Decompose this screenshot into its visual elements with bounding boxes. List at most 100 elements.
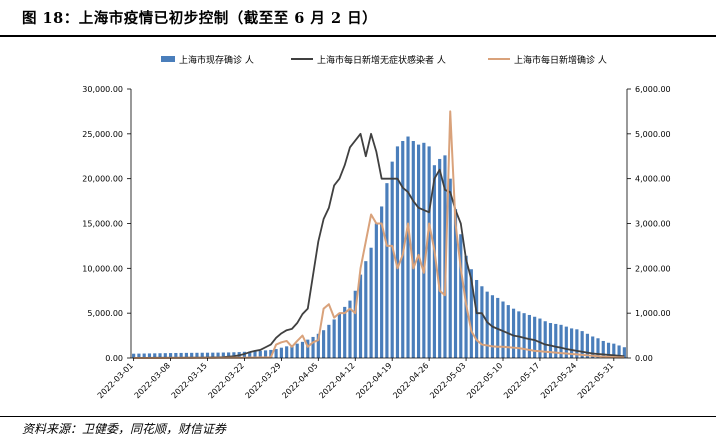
bar-existing-cases bbox=[585, 333, 590, 358]
bar-existing-cases bbox=[570, 328, 574, 358]
bar-existing-cases bbox=[274, 349, 278, 358]
bar-existing-cases bbox=[232, 352, 236, 358]
bar-existing-cases bbox=[511, 308, 516, 358]
bar-existing-cases bbox=[448, 178, 452, 358]
bar-existing-cases bbox=[459, 234, 463, 358]
bar-existing-cases bbox=[543, 321, 547, 358]
bar-existing-cases bbox=[432, 165, 436, 358]
bar-existing-cases bbox=[395, 146, 400, 358]
bar-existing-cases bbox=[242, 351, 247, 358]
bar-existing-cases bbox=[564, 326, 568, 358]
right-tick-label: 0.00 bbox=[635, 354, 653, 363]
x-tick-label: 2022-04-05 bbox=[280, 361, 319, 400]
source-rule bbox=[0, 416, 716, 417]
bar-existing-cases bbox=[559, 324, 563, 358]
bar-existing-cases bbox=[374, 223, 378, 358]
bar-existing-cases bbox=[142, 353, 146, 358]
right-tick-label: 6,000.00 bbox=[635, 85, 671, 94]
bar-existing-cases bbox=[216, 352, 220, 358]
legend-label: 上海市现存确诊 人 bbox=[179, 54, 254, 66]
bar-existing-cases bbox=[522, 313, 526, 358]
bar-existing-cases bbox=[480, 286, 484, 358]
x-tick-label: 2022-03-22 bbox=[207, 361, 246, 400]
x-tick-label: 2022-05-17 bbox=[502, 361, 541, 400]
right-tick-label: 3,000.00 bbox=[635, 220, 671, 229]
bar-existing-cases bbox=[327, 324, 331, 358]
right-tick-label: 4,000.00 bbox=[635, 175, 671, 184]
bar-existing-cases bbox=[279, 347, 283, 358]
legend-label: 上海市每日新增无症状感染者 人 bbox=[317, 54, 446, 66]
bar-existing-cases bbox=[248, 351, 252, 358]
bar-existing-cases bbox=[132, 353, 136, 358]
left-tick-label: 15,000.00 bbox=[82, 220, 123, 229]
bar-existing-cases bbox=[612, 343, 616, 358]
bar-existing-cases bbox=[153, 353, 157, 358]
left-tick-label: 20,000.00 bbox=[82, 175, 123, 184]
right-tick-label: 2,000.00 bbox=[635, 264, 671, 273]
legend-swatch-existing-cases bbox=[161, 56, 175, 62]
bar-existing-cases bbox=[147, 353, 152, 358]
x-tick-label: 2022-03-15 bbox=[170, 361, 209, 400]
x-tick-label: 2022-03-29 bbox=[244, 361, 283, 400]
bar-existing-cases bbox=[364, 261, 368, 358]
figure-source: 资料来源：卫健委，同花顺，财信证券 bbox=[22, 422, 227, 436]
bar-existing-cases bbox=[353, 290, 357, 358]
x-tick-label: 2022-05-24 bbox=[539, 361, 578, 400]
bar-existing-cases bbox=[253, 351, 257, 358]
bar-existing-cases bbox=[348, 300, 352, 358]
bar-existing-cases bbox=[580, 331, 584, 358]
figure-title: 图 18：上海市疫情已初步控制（截至至 6 月 2 日） bbox=[22, 10, 378, 27]
bar-existing-cases bbox=[190, 352, 194, 358]
bar-existing-cases bbox=[385, 183, 389, 358]
bar-existing-cases bbox=[548, 323, 553, 358]
bar-existing-cases bbox=[606, 342, 611, 358]
bar-series-existing-cases bbox=[132, 136, 626, 358]
bar-existing-cases bbox=[306, 339, 310, 358]
bar-existing-cases bbox=[174, 352, 178, 358]
bar-existing-cases bbox=[369, 247, 373, 358]
bar-existing-cases bbox=[622, 347, 626, 358]
bar-existing-cases bbox=[554, 323, 558, 358]
x-tick-label: 2022-03-08 bbox=[133, 361, 172, 400]
bar-existing-cases bbox=[179, 352, 183, 358]
bar-existing-cases bbox=[263, 350, 268, 358]
bar-existing-cases bbox=[469, 269, 473, 358]
bar-existing-cases bbox=[443, 155, 447, 358]
left-tick-label: 5,000.00 bbox=[87, 309, 123, 318]
bar-existing-cases bbox=[422, 142, 426, 358]
bar-existing-cases bbox=[538, 318, 542, 358]
bar-existing-cases bbox=[453, 209, 458, 358]
left-tick-label: 30,000.00 bbox=[82, 85, 123, 94]
bar-existing-cases bbox=[427, 146, 431, 358]
bar-existing-cases bbox=[517, 311, 521, 358]
bar-existing-cases bbox=[527, 314, 531, 358]
line-new-confirmed bbox=[133, 110, 625, 359]
bar-existing-cases bbox=[332, 319, 336, 358]
x-tick-label: 2022-05-31 bbox=[576, 361, 615, 400]
bar-existing-cases bbox=[200, 352, 204, 358]
line-series-group bbox=[133, 110, 625, 359]
bar-existing-cases bbox=[591, 336, 595, 358]
bar-existing-cases bbox=[506, 305, 510, 358]
bar-existing-cases bbox=[258, 350, 262, 358]
bar-existing-cases bbox=[311, 336, 315, 358]
bar-existing-cases bbox=[617, 345, 621, 358]
bar-existing-cases bbox=[221, 352, 225, 358]
bar-existing-cases bbox=[416, 144, 421, 358]
x-tick-label: 2022-04-12 bbox=[317, 361, 356, 400]
chart-legend: 上海市现存确诊 人 上海市每日新增无症状感染者 人 上海市每日新增确诊 人 bbox=[161, 54, 607, 66]
bar-existing-cases bbox=[475, 279, 479, 358]
bar-existing-cases bbox=[300, 341, 305, 358]
bar-existing-cases bbox=[411, 141, 415, 358]
bar-existing-cases bbox=[269, 349, 273, 358]
bar-existing-cases bbox=[195, 352, 199, 358]
covid-chart: 上海市现存确诊 人 上海市每日新增无症状感染者 人 上海市每日新增确诊 人 0.00… bbox=[82, 54, 671, 400]
title-rule bbox=[0, 35, 716, 37]
bar-existing-cases bbox=[137, 353, 141, 358]
bar-existing-cases bbox=[343, 306, 347, 358]
bar-existing-cases bbox=[358, 274, 363, 358]
figure-header: 图 18：上海市疫情已初步控制（截至至 6 月 2 日） bbox=[0, 0, 716, 34]
bar-existing-cases bbox=[501, 301, 505, 358]
left-tick-label: 0.00 bbox=[105, 354, 123, 363]
x-tick-label: 2022-04-19 bbox=[354, 361, 393, 400]
